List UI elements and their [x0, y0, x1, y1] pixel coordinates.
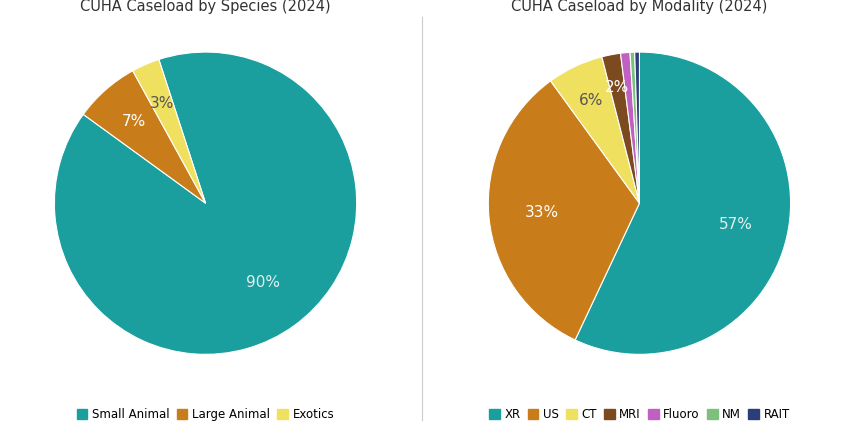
Text: 33%: 33% [524, 205, 558, 220]
Wedge shape [54, 52, 356, 354]
Text: 2%: 2% [604, 80, 629, 95]
Wedge shape [550, 57, 639, 203]
Wedge shape [630, 52, 639, 203]
Text: 57%: 57% [717, 217, 751, 232]
Legend: Small Animal, Large Animal, Exotics: Small Animal, Large Animal, Exotics [72, 403, 338, 426]
Wedge shape [601, 53, 639, 203]
Wedge shape [488, 81, 639, 340]
Text: 6%: 6% [578, 93, 603, 108]
Title: CUHA Caseload by Modality (2024): CUHA Caseload by Modality (2024) [511, 0, 766, 14]
Legend: XR, US, CT, MRI, Fluoro, NM, RAIT: XR, US, CT, MRI, Fluoro, NM, RAIT [484, 403, 793, 426]
Wedge shape [634, 52, 639, 203]
Wedge shape [84, 71, 205, 203]
Title: CUHA Caseload by Species (2024): CUHA Caseload by Species (2024) [80, 0, 331, 14]
Text: 3%: 3% [150, 96, 175, 111]
Wedge shape [133, 59, 205, 203]
Wedge shape [619, 52, 639, 203]
Wedge shape [575, 52, 790, 354]
Text: 90%: 90% [246, 275, 280, 290]
Text: 7%: 7% [122, 114, 145, 129]
